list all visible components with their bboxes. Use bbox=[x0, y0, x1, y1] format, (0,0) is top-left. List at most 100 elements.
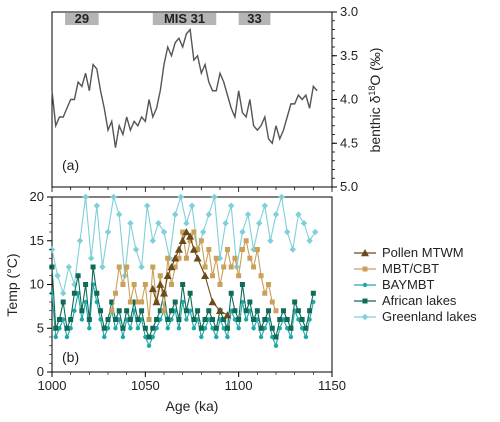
data-point bbox=[269, 299, 275, 305]
data-point bbox=[139, 299, 145, 305]
data-point bbox=[71, 290, 77, 296]
data-point bbox=[113, 326, 118, 331]
data-point bbox=[262, 290, 268, 296]
data-point bbox=[65, 263, 72, 271]
x-axis-title: Age (ka) bbox=[166, 398, 219, 414]
data-point bbox=[68, 317, 74, 322]
mis-bar bbox=[65, 13, 99, 25]
data-point bbox=[64, 334, 70, 340]
data-point bbox=[160, 289, 168, 297]
panel-a-frame bbox=[51, 11, 333, 188]
mis-bar-label: 29 bbox=[75, 11, 89, 26]
data-point bbox=[171, 254, 180, 262]
data-point bbox=[307, 308, 313, 314]
data-point bbox=[75, 291, 81, 296]
data-point bbox=[68, 326, 73, 331]
data-point bbox=[284, 228, 291, 236]
data-point bbox=[180, 229, 186, 235]
data-point bbox=[150, 334, 155, 340]
data-point bbox=[296, 317, 301, 322]
data-point bbox=[75, 273, 81, 279]
panel-a-y-axis-title: benthic δ18O (‰) bbox=[367, 48, 383, 153]
legend-label: Pollen MTWM bbox=[382, 245, 464, 260]
data-point bbox=[303, 325, 309, 331]
series-line bbox=[152, 230, 228, 316]
data-point bbox=[269, 325, 275, 331]
data-point bbox=[105, 317, 111, 322]
panel-b-label: (b) bbox=[62, 349, 79, 365]
data-point bbox=[82, 193, 89, 201]
data-point bbox=[176, 317, 182, 322]
data-point bbox=[224, 325, 230, 331]
data-point bbox=[182, 228, 191, 236]
data-point bbox=[277, 317, 283, 322]
data-point bbox=[303, 334, 309, 340]
data-point bbox=[168, 282, 174, 287]
data-point bbox=[116, 264, 122, 270]
data-point bbox=[139, 308, 145, 314]
data-point bbox=[299, 317, 305, 322]
data-point bbox=[285, 326, 290, 331]
data-point bbox=[295, 308, 301, 314]
data-point bbox=[146, 317, 152, 322]
data-point bbox=[149, 237, 156, 244]
data-point bbox=[157, 273, 163, 279]
legend-item: Greenland lakes bbox=[354, 309, 477, 324]
data-point bbox=[154, 326, 159, 331]
data-point bbox=[90, 264, 96, 270]
data-point bbox=[128, 326, 133, 331]
data-point bbox=[198, 238, 204, 244]
data-point bbox=[244, 211, 252, 218]
data-point bbox=[183, 255, 189, 261]
data-point bbox=[210, 317, 216, 322]
legend-label: MBT/CBT bbox=[382, 261, 439, 276]
series-pollen-mtwm bbox=[148, 228, 232, 319]
data-point bbox=[87, 326, 92, 331]
data-point bbox=[232, 255, 238, 261]
data-point bbox=[98, 308, 104, 314]
x-tick-label: 1000 bbox=[38, 378, 67, 393]
data-point bbox=[243, 238, 249, 244]
data-point bbox=[236, 273, 242, 279]
data-point bbox=[187, 308, 193, 313]
data-point bbox=[142, 325, 148, 331]
y-title-rest: O (‰) bbox=[367, 48, 383, 86]
data-point bbox=[239, 282, 245, 287]
legend-label: BAYMBT bbox=[382, 277, 435, 292]
data-point bbox=[131, 282, 137, 287]
data-point bbox=[165, 317, 171, 322]
data-point bbox=[213, 255, 219, 261]
data-point bbox=[239, 228, 246, 236]
legend-item: BAYMBT bbox=[354, 277, 435, 292]
data-point bbox=[254, 247, 260, 252]
data-point bbox=[99, 263, 106, 271]
data-point bbox=[266, 282, 272, 287]
data-point bbox=[201, 271, 210, 279]
data-point bbox=[127, 220, 134, 227]
y-tick-label: 5 bbox=[37, 320, 44, 335]
data-point bbox=[110, 193, 117, 201]
data-point bbox=[174, 245, 183, 253]
data-point bbox=[112, 290, 118, 296]
data-point bbox=[191, 229, 197, 235]
data-point bbox=[172, 299, 178, 305]
data-point bbox=[61, 317, 66, 322]
data-point bbox=[165, 255, 171, 261]
data-point bbox=[120, 282, 126, 287]
y-tick-label: 3.5 bbox=[340, 48, 358, 63]
data-point bbox=[186, 232, 195, 240]
data-point bbox=[228, 202, 235, 209]
data-point bbox=[191, 317, 197, 322]
data-point bbox=[176, 326, 182, 331]
data-point bbox=[53, 325, 59, 331]
data-point bbox=[266, 308, 272, 314]
data-point bbox=[76, 237, 84, 244]
data-point bbox=[295, 211, 302, 218]
panel-a-x-ticks bbox=[51, 187, 333, 192]
data-point bbox=[183, 308, 189, 314]
panel-b-x-axis: 1000 1050 1100 1150 bbox=[38, 372, 346, 393]
data-point bbox=[284, 317, 290, 322]
data-point bbox=[135, 317, 141, 322]
data-point bbox=[163, 271, 172, 279]
data-point bbox=[208, 298, 217, 306]
